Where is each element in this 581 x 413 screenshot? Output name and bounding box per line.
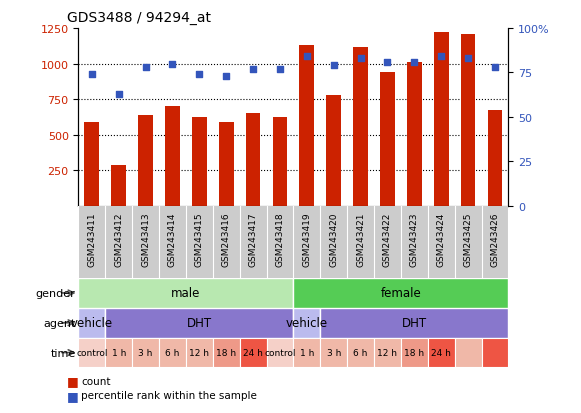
Bar [327, 96, 341, 206]
Text: 3 h: 3 h [138, 348, 153, 357]
Point [356, 56, 365, 62]
Bar [138, 115, 153, 206]
Point [436, 54, 446, 61]
Text: GSM243423: GSM243423 [410, 212, 419, 266]
Bar [132, 338, 159, 368]
Text: 12 h: 12 h [189, 348, 209, 357]
Point [329, 63, 338, 69]
Bar [374, 338, 401, 368]
Bar [401, 338, 428, 368]
Bar [380, 73, 395, 206]
Text: 6 h: 6 h [353, 348, 368, 357]
Text: vehicle: vehicle [286, 316, 328, 330]
Point [302, 54, 311, 61]
Text: GSM243414: GSM243414 [168, 212, 177, 266]
Bar [461, 35, 475, 206]
Bar [347, 338, 374, 368]
Point [87, 72, 96, 78]
Bar [192, 118, 207, 206]
Bar [434, 33, 449, 206]
Text: male: male [171, 287, 200, 300]
Point [490, 64, 500, 71]
Text: agent: agent [43, 318, 76, 328]
Bar [105, 338, 132, 368]
Text: 18 h: 18 h [404, 348, 424, 357]
Bar [272, 118, 288, 206]
Bar [186, 338, 213, 368]
Text: GSM243420: GSM243420 [329, 212, 338, 266]
Bar [213, 338, 239, 368]
Bar [293, 308, 320, 338]
Text: GSM243425: GSM243425 [464, 212, 472, 266]
Text: vehicle: vehicle [71, 316, 113, 330]
Bar [320, 338, 347, 368]
Bar [78, 278, 293, 308]
Point [195, 72, 204, 78]
Bar [454, 338, 482, 368]
Text: 24 h: 24 h [243, 348, 263, 357]
Text: female: female [381, 287, 421, 300]
Point [141, 64, 150, 71]
Text: control: control [264, 348, 296, 357]
Bar [165, 107, 180, 206]
Point [114, 91, 123, 98]
Bar [78, 338, 105, 368]
Text: GSM243411: GSM243411 [87, 212, 96, 266]
Text: DHT: DHT [402, 316, 427, 330]
Point [410, 59, 419, 66]
Text: 3 h: 3 h [327, 348, 341, 357]
Bar [428, 338, 454, 368]
Bar [487, 111, 503, 206]
Point [275, 66, 285, 73]
Text: control: control [76, 348, 107, 357]
Bar [246, 114, 260, 206]
Bar [407, 63, 422, 206]
Bar [239, 338, 267, 368]
Text: count: count [81, 375, 111, 386]
Bar [112, 166, 126, 206]
Bar [293, 338, 320, 368]
Text: DHT: DHT [187, 316, 212, 330]
Text: 1 h: 1 h [112, 348, 126, 357]
Text: GSM243413: GSM243413 [141, 212, 150, 266]
Text: gender: gender [36, 288, 76, 298]
Text: ■: ■ [67, 374, 78, 387]
Bar [267, 338, 293, 368]
Bar [105, 308, 293, 338]
Text: GSM243412: GSM243412 [114, 212, 123, 266]
Text: GSM243416: GSM243416 [222, 212, 231, 266]
Text: GSM243422: GSM243422 [383, 212, 392, 266]
Text: GSM243415: GSM243415 [195, 212, 204, 266]
Text: GSM243418: GSM243418 [275, 212, 285, 266]
Bar [353, 48, 368, 206]
Text: GSM243417: GSM243417 [249, 212, 257, 266]
Text: 18 h: 18 h [216, 348, 236, 357]
Bar [320, 308, 508, 338]
Text: 24 h: 24 h [431, 348, 451, 357]
Text: GDS3488 / 94294_at: GDS3488 / 94294_at [67, 11, 211, 25]
Text: 12 h: 12 h [378, 348, 397, 357]
Point [464, 56, 473, 62]
Text: GSM243424: GSM243424 [437, 212, 446, 266]
Text: 1 h: 1 h [300, 348, 314, 357]
Bar [84, 123, 99, 206]
Bar [293, 278, 508, 308]
Point [168, 61, 177, 68]
Point [221, 74, 231, 80]
Point [249, 66, 258, 73]
Bar [219, 123, 234, 206]
Text: GSM243419: GSM243419 [302, 212, 311, 266]
Text: GSM243426: GSM243426 [490, 212, 500, 266]
Point [383, 59, 392, 66]
Text: 6 h: 6 h [166, 348, 180, 357]
Text: percentile rank within the sample: percentile rank within the sample [81, 390, 257, 401]
Text: time: time [51, 348, 76, 358]
Bar [78, 308, 105, 338]
Bar [482, 338, 508, 368]
Text: GSM243421: GSM243421 [356, 212, 365, 266]
Text: ■: ■ [67, 389, 78, 402]
Bar [159, 338, 186, 368]
Bar [299, 46, 314, 206]
